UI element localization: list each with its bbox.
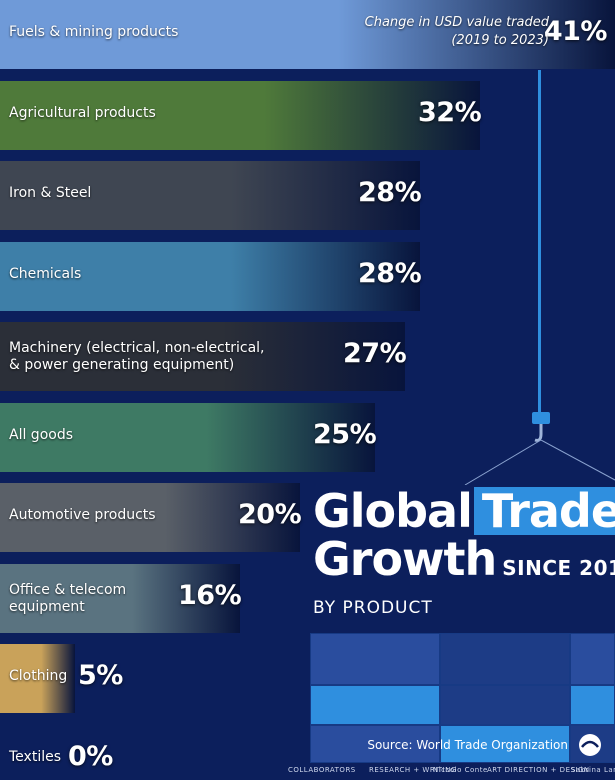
- crane-cable: [538, 70, 541, 415]
- footer-art-name: Sabrina Lam: [571, 766, 615, 774]
- bar-value-label: 5%: [78, 660, 123, 691]
- footer-collaborators: COLLABORATORS: [288, 766, 356, 774]
- bar-fill: [0, 644, 75, 713]
- crane-ropes: [464, 440, 615, 485]
- bar-value-label: 28%: [358, 258, 422, 289]
- container-block: [440, 685, 570, 725]
- bar: [0, 403, 375, 472]
- title-suffix: SINCE 2019: [502, 556, 615, 580]
- bar-category-label: Chemicals: [9, 266, 82, 282]
- bar: [0, 161, 420, 230]
- bar-value-label: 32%: [418, 97, 482, 128]
- container-block: [310, 725, 440, 763]
- container-block: [310, 685, 440, 725]
- footer: COLLABORATORS RESEARCH + WRITING Niccolo…: [0, 760, 615, 780]
- bar: [0, 242, 420, 311]
- footer-research-label: RESEARCH + WRITING: [369, 766, 457, 774]
- bar-fill: [0, 322, 405, 391]
- footer-art-label: ART DIRECTION + DESIGN: [487, 766, 590, 774]
- bar-category-label: Iron & Steel: [9, 185, 92, 201]
- title-word-growth: Growth: [313, 532, 497, 586]
- collaborators-logo-icon: [579, 734, 601, 756]
- bar: [0, 0, 615, 69]
- bar: [0, 564, 240, 633]
- bar-value-label: 0%: [68, 741, 113, 772]
- bar: [0, 644, 75, 713]
- bar-category-label: Automotive products: [9, 507, 156, 523]
- metric-note: Change in USD value traded (2019 to 2023…: [365, 14, 549, 50]
- bar-category-label: Office & telecom equipment: [9, 582, 127, 615]
- container-block: [440, 725, 570, 763]
- bar-value-label: 25%: [313, 419, 377, 450]
- container-block: [310, 633, 440, 685]
- shipping-containers: [310, 633, 615, 763]
- bar-fill: [0, 81, 480, 150]
- bar-value-label: 20%: [238, 499, 302, 530]
- chart-title: Global Trade: [313, 487, 615, 535]
- bar-value-label: 16%: [178, 580, 242, 611]
- bar: [0, 81, 480, 150]
- bar-fill: [0, 564, 240, 633]
- source-note: Source: World Trade Organization: [367, 738, 568, 752]
- bar: [0, 483, 300, 552]
- container-block: [440, 633, 570, 685]
- bar-category-label: All goods: [9, 427, 74, 443]
- metric-note-line-1: Change in USD value traded: [364, 15, 549, 30]
- bar-category-label: Agricultural products: [9, 105, 156, 121]
- container-block: [570, 685, 615, 725]
- bar: [0, 322, 405, 391]
- crane-hook-icon: [532, 412, 550, 442]
- bar-value-label: 27%: [343, 338, 407, 369]
- bar-category-label: Fuels & mining products: [9, 24, 179, 40]
- container-block: [570, 633, 615, 685]
- bar-category-label: Machinery (electrical, non-electrical, &…: [9, 340, 265, 373]
- metric-note-line-2: (2019 to 2023): [451, 33, 549, 48]
- chart-subtitle: BY PRODUCT: [313, 598, 433, 618]
- title-word-global: Global: [313, 484, 473, 538]
- bar-fill: [0, 0, 615, 69]
- bar-category-label: Clothing: [9, 668, 68, 684]
- bar-value-label: 41%: [543, 16, 608, 47]
- footer-research-name: Niccolo Conte: [433, 766, 488, 774]
- bar-value-label: 28%: [358, 177, 422, 208]
- bar-category-label: Textiles: [9, 749, 62, 765]
- bar-fill: [0, 242, 420, 311]
- bar-fill: [0, 483, 300, 552]
- title-word-trade: Trade: [473, 487, 615, 535]
- bar-fill: [0, 161, 420, 230]
- bar-fill: [0, 403, 375, 472]
